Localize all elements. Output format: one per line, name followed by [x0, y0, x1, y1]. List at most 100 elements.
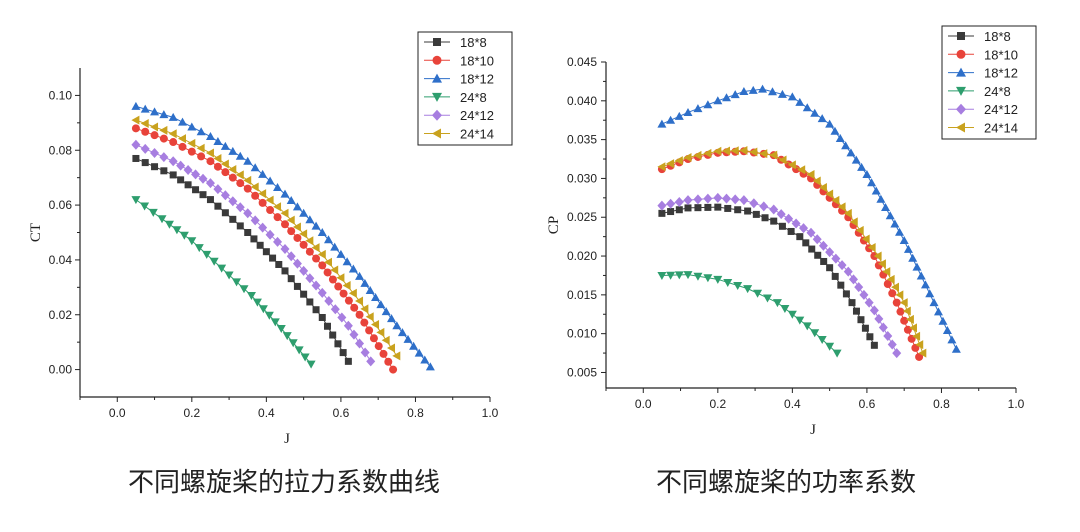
- data-point: [228, 164, 237, 174]
- data-point: [929, 298, 939, 307]
- data-point: [244, 229, 252, 236]
- data-point: [693, 150, 702, 160]
- data-point: [199, 191, 207, 199]
- data-point: [328, 275, 337, 284]
- data-point: [305, 215, 315, 224]
- data-point: [228, 173, 237, 182]
- data-point: [778, 222, 786, 230]
- data-point: [330, 242, 340, 251]
- legend-label: 24*14: [460, 127, 494, 142]
- data-point: [187, 122, 197, 131]
- data-point: [908, 253, 918, 262]
- data-point: [386, 343, 395, 353]
- data-point: [187, 147, 196, 156]
- data-point: [403, 334, 413, 343]
- data-point: [389, 365, 398, 374]
- data-point: [852, 307, 860, 315]
- data-point: [236, 179, 245, 188]
- data-point: [749, 147, 758, 157]
- x-tick-label: 0.4: [784, 397, 801, 411]
- data-point: [881, 203, 891, 212]
- data-point: [292, 202, 302, 211]
- data-point: [912, 262, 922, 271]
- data-point: [778, 155, 787, 165]
- data-point: [305, 273, 315, 284]
- data-point: [749, 198, 759, 209]
- data-point: [265, 195, 274, 205]
- data-point: [243, 184, 252, 193]
- data-point: [360, 347, 370, 358]
- data-point: [209, 257, 219, 266]
- data-point: [909, 323, 917, 333]
- data-point: [425, 362, 435, 371]
- data-point: [140, 119, 149, 129]
- data-point: [293, 233, 302, 242]
- data-point: [703, 148, 712, 158]
- data-point: [141, 127, 150, 136]
- data-point: [831, 195, 840, 205]
- data-point: [369, 334, 378, 343]
- data-point: [205, 178, 215, 189]
- data-point: [657, 119, 667, 128]
- data-point: [409, 341, 419, 350]
- data-point: [938, 316, 948, 325]
- data-point: [777, 89, 787, 98]
- data-point: [214, 202, 222, 210]
- legend-marker: [956, 122, 965, 133]
- data-point: [810, 108, 820, 117]
- data-point: [862, 170, 872, 179]
- data-point: [330, 265, 339, 275]
- data-point: [197, 152, 206, 161]
- data-point: [947, 335, 957, 344]
- data-point: [323, 235, 333, 244]
- data-point: [276, 324, 286, 333]
- data-point: [722, 93, 732, 102]
- data-point: [172, 226, 182, 235]
- data-point: [837, 260, 847, 271]
- data-point: [360, 304, 369, 314]
- data-point: [168, 129, 177, 139]
- data-point: [246, 292, 256, 301]
- data-point: [220, 159, 229, 169]
- y-tick-label: 0.02: [49, 308, 73, 322]
- y-tick-label: 0.025: [567, 210, 597, 224]
- data-point: [342, 281, 351, 291]
- data-point: [178, 134, 186, 144]
- data-point: [300, 290, 308, 298]
- data-point: [187, 237, 197, 246]
- power-chart-caption: 不同螺旋桨的功率系数: [656, 468, 917, 498]
- x-tick-label: 0.6: [859, 397, 876, 411]
- data-point: [693, 104, 703, 113]
- data-point: [683, 271, 693, 280]
- legend-label: 24*12: [460, 108, 494, 123]
- data-point: [318, 313, 326, 321]
- data-point: [739, 195, 749, 206]
- data-point: [892, 298, 901, 307]
- data-point: [861, 234, 870, 244]
- data-point: [812, 234, 822, 245]
- data-point: [787, 310, 797, 319]
- data-point: [381, 307, 391, 316]
- data-point: [318, 261, 327, 270]
- data-point: [657, 271, 667, 280]
- data-point: [376, 327, 385, 337]
- data-point: [213, 162, 222, 171]
- data-point: [306, 298, 314, 306]
- legend-marker: [432, 73, 442, 83]
- data-point: [817, 114, 827, 123]
- data-point: [734, 206, 742, 214]
- data-point: [657, 200, 667, 211]
- data-point: [874, 313, 884, 324]
- data-point: [683, 195, 693, 206]
- data-point: [270, 318, 280, 327]
- y-tick-label: 0.00: [49, 363, 73, 377]
- data-point: [264, 311, 274, 320]
- legend-label: 24*8: [460, 90, 487, 105]
- data-point: [349, 329, 359, 340]
- data-point: [205, 148, 214, 158]
- data-point: [752, 210, 760, 218]
- legend: 18*8 18*10 18*12 24*8 24*12 24*14: [941, 25, 1037, 140]
- data-point: [141, 159, 149, 167]
- data-point: [168, 156, 178, 167]
- data-point: [855, 225, 864, 235]
